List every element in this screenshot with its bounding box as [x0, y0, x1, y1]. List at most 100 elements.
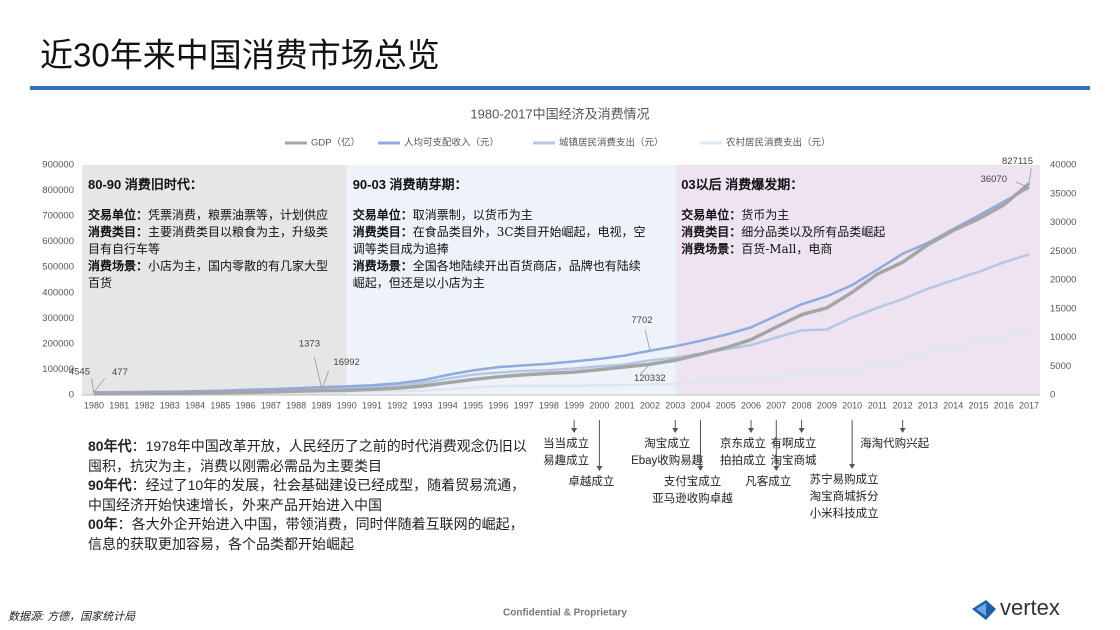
data-label: 36070 — [981, 174, 1007, 185]
eras — [82, 165, 1040, 395]
x-tick-label: 2001 — [615, 400, 635, 410]
label-leader — [93, 378, 106, 393]
legend-label: 人均可支配收入（元） — [404, 137, 499, 149]
era-band — [82, 165, 347, 395]
legend-label: GDP（亿） — [311, 137, 360, 149]
note-text: ：经过了10年的发展，社会基础建设已经成型，随着贸易流通，中国经济开始快速增长，… — [88, 477, 526, 513]
x-tick-label: 1995 — [463, 400, 483, 410]
data-label: 477 — [112, 367, 128, 378]
data-label: 1373 — [299, 339, 320, 350]
milestone-arrowhead — [773, 466, 780, 471]
x-tick-label: 1999 — [564, 400, 584, 410]
milestone-text: 凡客成立 — [745, 474, 791, 488]
x-tick-label: 1994 — [438, 400, 458, 410]
y2-tick-label: 10000 — [1050, 332, 1076, 343]
y2-tick-label: 30000 — [1050, 217, 1076, 228]
era-item: 消费类目：细分品类以及所有品类崛起 — [681, 224, 981, 241]
y2-tick-label: 40000 — [1050, 160, 1076, 171]
data-label: 120332 — [634, 373, 666, 384]
data-label: 16992 — [333, 357, 359, 368]
era-item-text: 小店为主，国内零散的有几家大型百货 — [88, 259, 329, 290]
x-tick-label: 2003 — [665, 400, 685, 410]
era-item: 消费类目：主要消费类目以粮食为主，升级类目有自行车等 — [88, 224, 339, 258]
x-tick-label: 1991 — [362, 400, 382, 410]
x-tick-label: 2009 — [817, 400, 837, 410]
y-tick-label: 600000 — [42, 236, 74, 247]
x-tick-label: 1990 — [337, 400, 357, 410]
era-item-label: 消费类目： — [352, 225, 413, 239]
era-item: 消费类目：在食品类目外，3C类目开始崛起，电视，空调等类目成为追捧 — [353, 224, 653, 258]
x-tick-label: 2016 — [994, 400, 1014, 410]
logo: vertex — [1000, 595, 1060, 620]
x-tick-label: 1982 — [135, 400, 155, 410]
y-tick-label: 0 — [69, 390, 74, 401]
data-label: 4545 — [69, 366, 90, 377]
legend-label: 农村居民消费支出（元） — [726, 137, 831, 149]
y-tick-label: 700000 — [42, 211, 74, 222]
y-tick-label: 500000 — [42, 262, 74, 273]
slide-title: 近30年来中国消费市场总览 — [40, 37, 440, 74]
era-item-label: 消费类目： — [681, 225, 742, 239]
x-tick-label: 2014 — [943, 400, 963, 410]
x-tick-label: 2017 — [1019, 400, 1039, 410]
note: 80年代：1978年中国改革开放，人民经历了之前的时代消费观念仍旧以囤积，抗灾为… — [88, 437, 528, 476]
x-tick-label: 1980 — [84, 400, 104, 410]
milestone-text: 支付宝成立 — [664, 474, 722, 488]
milestone-arrowhead — [672, 428, 679, 433]
era-item: 交易单位：凭票消费，粮票油票等，计划供应 — [88, 207, 339, 224]
label-leader — [1028, 168, 1032, 184]
era-item-label: 交易单位： — [88, 208, 149, 222]
y-tick-label: 200000 — [42, 338, 74, 349]
milestone-text: 有啊成立 — [771, 436, 817, 450]
milestone-text: 淘宝成立 — [644, 436, 690, 450]
x-tick-label: 1998 — [539, 400, 559, 410]
era-title: 90-03 消费萌芽期： — [352, 177, 468, 192]
milestone-text: 拍拍成立 — [720, 453, 766, 467]
era-item-text: 百货-Mall，电商 — [741, 242, 833, 256]
x-tick-label: 1981 — [109, 400, 129, 410]
x-tick-label: 2006 — [741, 400, 761, 410]
y2-tick-label: 0 — [1050, 390, 1055, 401]
x-tick-label: 2013 — [918, 400, 938, 410]
y-tick-label: 800000 — [42, 185, 74, 196]
x-tick-label: 1992 — [387, 400, 407, 410]
era-box: 80-90 消费旧时代： 交易单位：凭票消费，粮票油票等，计划供应 消费类目：主要消… — [88, 176, 339, 292]
milestone-text: 淘宝商城拆分 — [810, 489, 879, 503]
era-title: 03以后 消费爆发期： — [681, 177, 804, 192]
era-item-label: 消费场景： — [352, 259, 413, 273]
era-item-label: 消费场景： — [88, 259, 149, 273]
milestone-arrowhead — [798, 428, 805, 433]
note-label: 00年 — [88, 516, 118, 532]
era-item-label: 消费场景： — [681, 242, 742, 256]
milestone-text: 卓越成立 — [568, 474, 614, 488]
era-item-label: 交易单位： — [681, 208, 742, 222]
x-tick-label: 1987 — [261, 400, 281, 410]
note-label: 80年代 — [88, 438, 132, 454]
era-item-text: 主要消费类目以粮食为主，升级类目有自行车等 — [88, 225, 329, 256]
note-label: 90年代 — [88, 477, 132, 493]
title-rule — [30, 86, 1090, 90]
x-tick-label: 2007 — [766, 400, 786, 410]
x-tick-label: 2008 — [792, 400, 812, 410]
data-label: 827115 — [1002, 156, 1033, 167]
era-item-label: 交易单位： — [352, 208, 413, 222]
series-line — [93, 182, 1031, 396]
milestone-arrowhead — [849, 464, 856, 469]
milestone-arrowhead — [571, 428, 578, 433]
era-item-text: 全国各地陆续开出百货商店，品牌也有陆续崛起，但还是以小店为主 — [352, 259, 641, 290]
x-tick-label: 1989 — [311, 400, 331, 410]
era-item-text: 货币为主 — [741, 208, 790, 222]
milestone-text: 易趣成立 — [543, 453, 589, 467]
milestone-arrowhead — [697, 466, 704, 471]
chart-title: 1980-2017中国经济及消费情况 — [470, 106, 649, 121]
note-text: ：1978年中国改革开放，人民经历了之前的时代消费观念仍旧以囤积，抗灾为主，消费… — [88, 438, 527, 474]
era-box: 90-03 消费萌芽期： 交易单位：取消票制，以货币为主 消费类目：在食品类目外，3… — [353, 176, 653, 292]
label-leader — [313, 356, 322, 388]
era-item: 消费场景：全国各地陆续开出百货商店，品牌也有陆续崛起，但还是以小店为主 — [353, 258, 653, 292]
milestone-text: 京东成立 — [720, 436, 766, 450]
legend-label: 城镇居民消费支出（元） — [559, 137, 664, 149]
x-tick-label: 2002 — [640, 400, 660, 410]
source: 数据源: 方德，国家统计局 — [8, 610, 136, 623]
y2-tick-label: 15000 — [1050, 303, 1076, 314]
